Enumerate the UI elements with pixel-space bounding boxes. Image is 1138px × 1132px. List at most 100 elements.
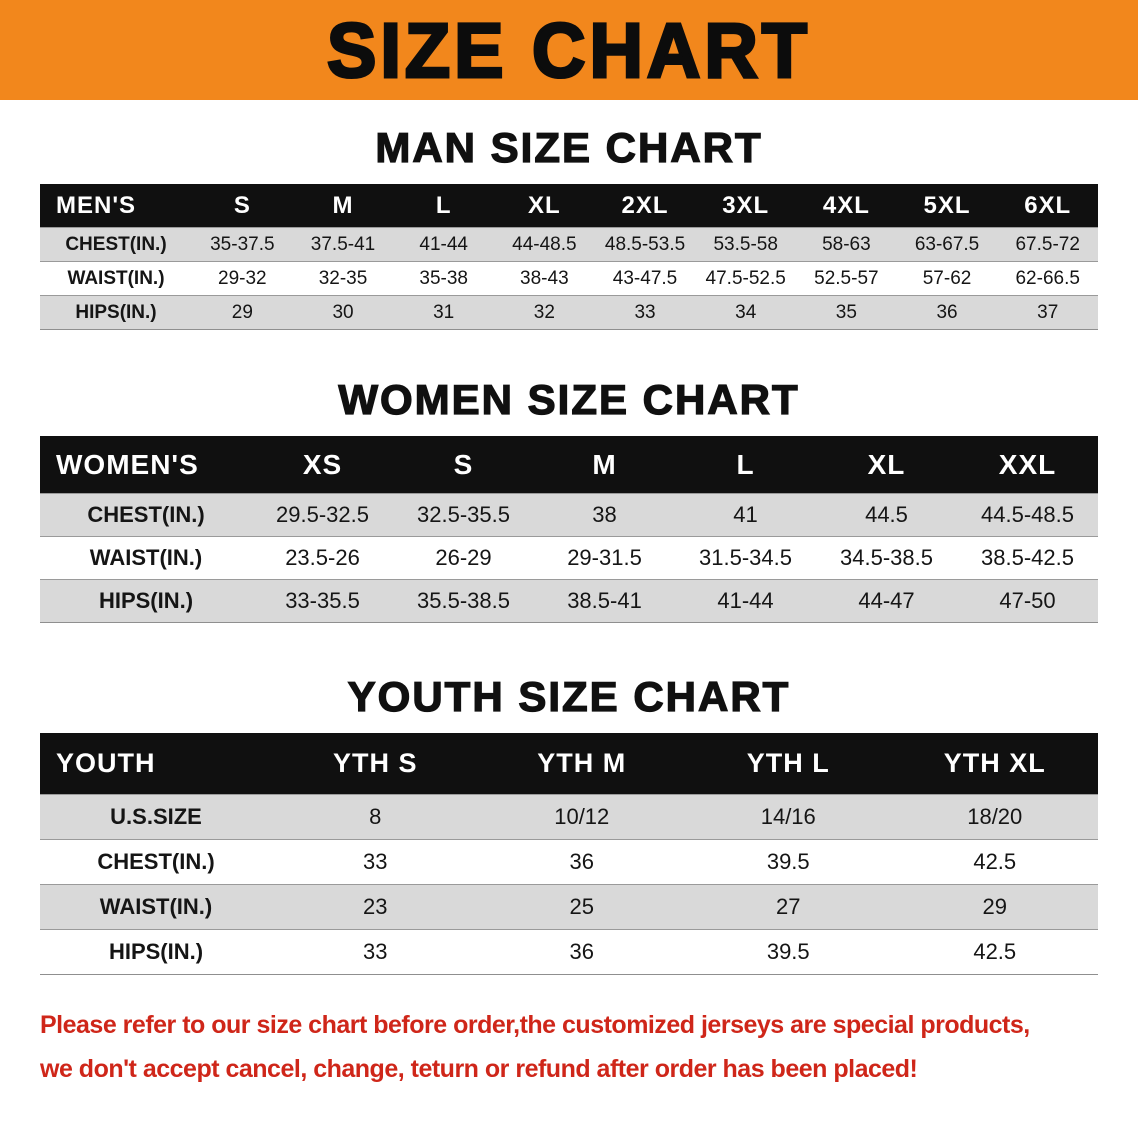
size-header-cell: XL	[867, 448, 906, 480]
size-header-cell: S	[453, 448, 474, 480]
size-header-cell: YTH M	[537, 748, 627, 778]
row-label-cell: HIPS(IN.)	[108, 939, 204, 964]
size-table: MEN'S S M L XL 2XL 3XL 4XL 5XL 6XL CHEST(IN.) 35-37…	[40, 184, 1098, 330]
table-header-row: MEN'S S M L XL 2XL 3XL 4XL 5XL 6XL	[40, 184, 1098, 227]
size-header-cell: YTH S	[332, 748, 418, 778]
size-header-cell: 3XL	[722, 191, 770, 219]
value-cell: 38	[592, 502, 617, 527]
table-row: WAIST(IN.) 23 25 27 29	[40, 884, 1098, 929]
value-cell: 32-35	[318, 267, 368, 289]
table-row: CHEST(IN.) 33 36 39.5 42.5	[40, 839, 1098, 884]
row-label-cell: HIPS(IN.)	[75, 301, 157, 323]
size-chart-banner: SIZE CHART	[0, 0, 1138, 100]
value-cell: 47.5-52.5	[705, 267, 786, 289]
size-header-cell: M	[592, 448, 617, 480]
table-title-cell: WOMEN'S	[56, 448, 199, 480]
sections: MAN SIZE CHART MEN'S S M L XL 2XL 3XL 4XL 5XL 6XL C…	[0, 123, 1138, 975]
disclaimer-line-1: Please refer to our size chart before or…	[40, 1011, 1030, 1039]
value-cell: 35-38	[419, 267, 468, 289]
size-header-cell: YTH XL	[943, 748, 1046, 778]
size-chart-section: WOMEN SIZE CHART WOMEN'S XS S M L XL XXL CHEST(I…	[0, 375, 1138, 623]
value-cell: 67.5-72	[1015, 233, 1080, 255]
size-table: YOUTH YTH S YTH M YTH L YTH XL U.S.SIZE 8 10/12…	[40, 733, 1098, 975]
disclaimer: Please refer to our size chart before or…	[40, 1003, 1098, 1091]
value-cell: 41-44	[717, 588, 774, 613]
row-label-cell: WAIST(IN.)	[89, 545, 203, 570]
value-cell: 23	[363, 894, 388, 919]
value-cell: 26-29	[435, 545, 492, 570]
value-cell: 44-47	[858, 588, 915, 613]
value-cell: 31.5-34.5	[699, 545, 792, 570]
size-header-cell: XL	[528, 191, 561, 219]
section-title: YOUTH SIZE CHART	[347, 672, 791, 720]
value-cell: 38-43	[520, 267, 569, 289]
size-header-cell: S	[233, 191, 251, 219]
value-cell: 29-32	[218, 267, 267, 289]
value-cell: 29-31.5	[567, 545, 642, 570]
table-row: HIPS(IN.) 29 30 31 32 33 34 35 36 37	[40, 295, 1098, 329]
table-row: CHEST(IN.) 35-37.5 37.5-41 41-44 44-48.5 48.5…	[40, 227, 1098, 261]
value-cell: 44.5-48.5	[981, 502, 1074, 527]
value-cell: 35	[835, 301, 857, 323]
value-cell: 14/16	[760, 804, 816, 829]
value-cell: 10/12	[554, 804, 610, 829]
value-cell: 33	[363, 849, 388, 874]
size-header-cell: 4XL	[822, 191, 870, 219]
value-cell: 31	[433, 301, 455, 323]
value-cell: 41-44	[419, 233, 468, 255]
value-cell: 23.5-26	[285, 545, 360, 570]
value-cell: 29	[231, 301, 253, 323]
value-cell: 41	[733, 502, 758, 527]
value-cell: 18/20	[967, 804, 1023, 829]
table-title-cell: MEN'S	[56, 191, 137, 219]
value-cell: 47-50	[999, 588, 1056, 613]
size-header-cell: 2XL	[621, 191, 669, 219]
value-cell: 39.5	[766, 849, 810, 874]
value-cell: 36	[569, 939, 594, 964]
value-cell: 36	[569, 849, 594, 874]
section-title: WOMEN SIZE CHART	[338, 375, 800, 423]
value-cell: 29.5-32.5	[276, 502, 369, 527]
value-cell: 25	[569, 894, 594, 919]
row-label-cell: CHEST(IN.)	[65, 233, 167, 255]
row-label-cell: CHEST(IN.)	[97, 849, 215, 874]
table-row: WAIST(IN.) 23.5-26 26-29 29-31.5 31.5-34.5 34…	[40, 536, 1098, 579]
value-cell: 52.5-57	[814, 267, 879, 289]
value-cell: 42.5	[973, 939, 1017, 964]
value-cell: 37.5-41	[310, 233, 376, 255]
value-cell: 37	[1037, 301, 1059, 323]
value-cell: 36	[936, 301, 958, 323]
row-label-cell: WAIST(IN.)	[67, 267, 165, 289]
value-cell: 43-47.5	[612, 267, 678, 289]
value-cell: 34	[735, 301, 757, 323]
disclaimer-line-2: we don't accept cancel, change, teturn o…	[40, 1055, 918, 1083]
banner-title: SIZE CHART	[326, 5, 811, 94]
value-cell: 53.5-58	[713, 233, 778, 255]
value-cell: 38.5-41	[567, 588, 642, 613]
table-row: WAIST(IN.) 29-32 32-35 35-38 38-43 43-47.5 47.…	[40, 261, 1098, 295]
size-header-cell: XS	[302, 448, 343, 480]
table-title-cell: YOUTH	[56, 748, 156, 778]
size-header-cell: YTH L	[746, 748, 830, 778]
table-header-row: WOMEN'S XS S M L XL XXL	[40, 436, 1098, 493]
table-row: U.S.SIZE 8 10/12 14/16 18/20	[40, 794, 1098, 839]
value-cell: 33-35.5	[285, 588, 360, 613]
value-cell: 35-37.5	[210, 233, 275, 255]
value-cell: 8	[369, 804, 382, 829]
value-cell: 32.5-35.5	[417, 502, 510, 527]
size-header-cell: L	[736, 448, 755, 480]
table-row: HIPS(IN.) 33 36 39.5 42.5	[40, 929, 1098, 974]
value-cell: 62-66.5	[1015, 267, 1080, 289]
value-cell: 29	[982, 894, 1007, 919]
table-row: HIPS(IN.) 33-35.5 35.5-38.5 38.5-41 41-44 44-…	[40, 579, 1098, 622]
value-cell: 33	[634, 301, 656, 323]
value-cell: 38.5-42.5	[981, 545, 1074, 570]
value-cell: 27	[776, 894, 801, 919]
value-cell: 34.5-38.5	[840, 545, 933, 570]
value-cell: 57-62	[922, 267, 972, 289]
size-header-cell: 5XL	[923, 191, 971, 219]
row-label-cell: HIPS(IN.)	[98, 588, 194, 613]
value-cell: 33	[363, 939, 388, 964]
value-cell: 42.5	[973, 849, 1017, 874]
table-header-row: YOUTH YTH S YTH M YTH L YTH XL	[40, 733, 1098, 794]
